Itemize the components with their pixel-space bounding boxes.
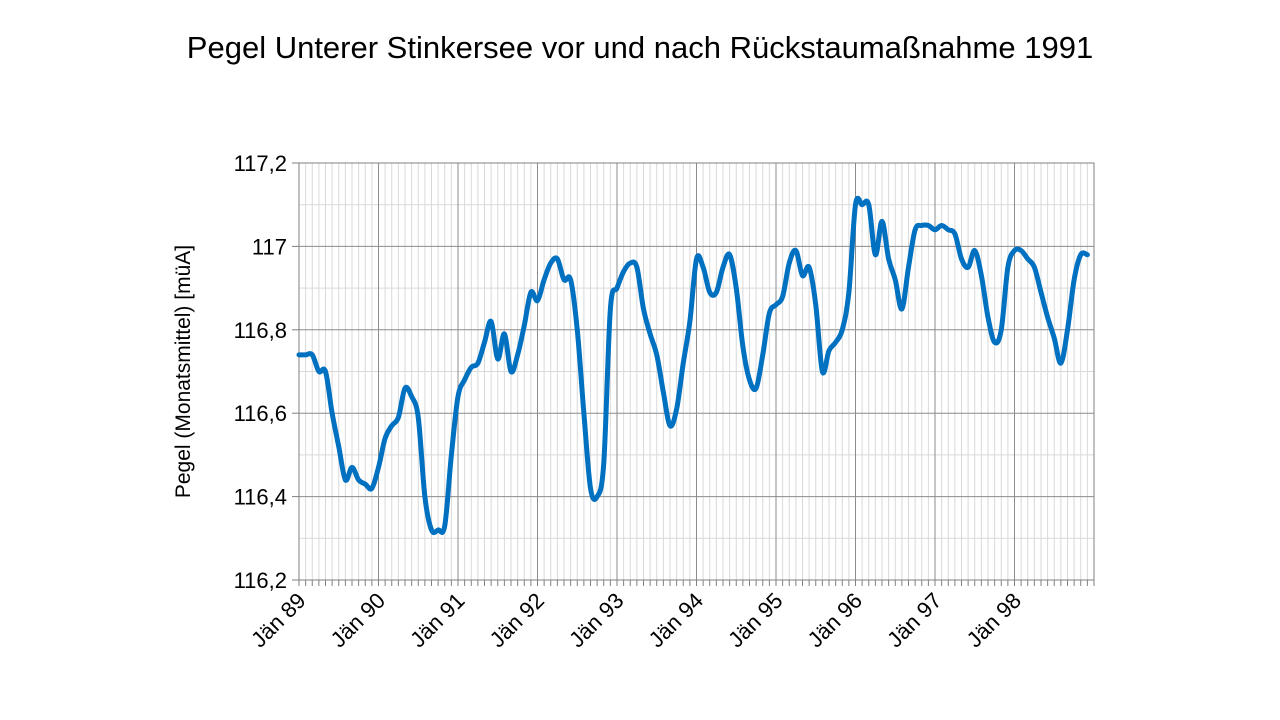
x-tick-label: Jän 90 (326, 588, 390, 652)
y-tick-label: 117 (252, 234, 287, 259)
y-tick-label: 116,2 (234, 568, 287, 593)
x-tick-label: Jän 89 (246, 588, 310, 652)
x-tick-label: Jän 91 (405, 588, 469, 652)
x-tick-label: Jän 95 (723, 588, 787, 652)
y-tick-label: 116,8 (234, 318, 287, 343)
series-line-pegel (296, 195, 1090, 536)
y-tick-label: 116,4 (234, 485, 287, 510)
chart-title: Pegel Unterer Stinkersee vor und nach Rü… (186, 30, 1094, 65)
y-axis-ticks: 116,2 116,4 116,6 116,8 117 117,2 (234, 151, 299, 593)
x-axis-ticks: Jän 89 Jän 90 Jän 91 Jän 92 Jän 93 Jän 94 Jän … (246, 580, 1095, 652)
major-grid (299, 163, 1094, 580)
x-tick-label: Jän 96 (803, 588, 867, 652)
x-tick-label: Jän 97 (882, 588, 946, 652)
y-tick-label: 116,6 (234, 401, 287, 426)
x-tick-label: Jän 93 (564, 588, 628, 652)
y-axis-label: Pegel (Monatsmittel) [müA] (172, 245, 195, 498)
y-tick-label: 117,2 (234, 151, 287, 176)
x-tick-label: Jän 94 (644, 588, 708, 652)
series-layer (296, 195, 1090, 536)
x-tick-label: Jän 98 (962, 588, 1026, 652)
x-tick-label: Jän 92 (485, 588, 549, 652)
